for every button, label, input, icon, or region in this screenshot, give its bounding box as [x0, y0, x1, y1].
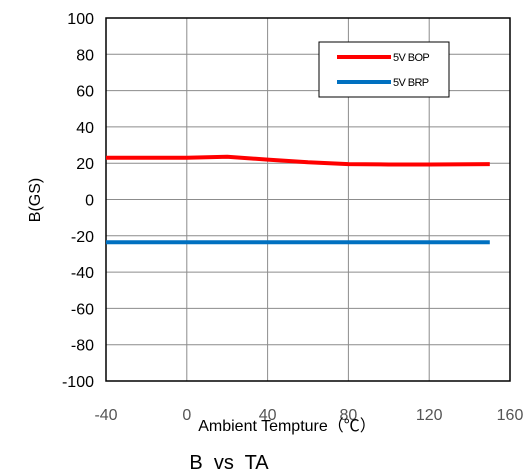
series-line-5v-bop — [106, 154, 490, 167]
y-tick-label-100: 100 — [67, 11, 94, 28]
y-tick-label-40: 40 — [76, 120, 94, 137]
legend-box — [318, 41, 450, 98]
y-tick-label-0: 0 — [85, 193, 94, 210]
x-tick-label-0: 0 — [182, 407, 191, 424]
chart-caption: B vs TA — [189, 452, 269, 474]
x-tick-labels: -40 0 40 80 120 160 — [94, 407, 523, 424]
y-tick-label-neg20: -20 — [71, 229, 94, 246]
y-tick-label-60: 60 — [76, 84, 94, 101]
legend-label-5v-bop: 5V BOP — [393, 52, 429, 64]
series-lines — [106, 154, 490, 245]
x-axis-label: Ambient Tempture（℃） — [198, 417, 376, 435]
y-tick-label-neg100: -100 — [62, 374, 94, 391]
y-tick-label-80: 80 — [76, 47, 94, 64]
legend: 5V BOP 5V BRP — [318, 41, 450, 98]
y-tick-label-neg80: -80 — [71, 338, 94, 355]
x-tick-label-120: 120 — [416, 407, 443, 424]
x-tick-label-80: 80 — [340, 407, 358, 424]
y-tick-labels: 100 80 60 40 20 0 -20 -40 -60 -80 -100 — [62, 11, 94, 391]
x-tick-label-40: 40 — [259, 407, 277, 424]
y-tick-label-neg60: -60 — [71, 301, 94, 318]
y-tick-label-20: 20 — [76, 156, 94, 173]
y-axis-label: B(GS) — [27, 178, 44, 222]
x-tick-label-neg40: -40 — [94, 407, 117, 424]
x-tick-label-160: 160 — [497, 407, 524, 424]
plot-area-frame — [105, 17, 511, 382]
y-tick-label-neg40: -40 — [71, 265, 94, 282]
legend-label-5v-brp: 5V BRP — [393, 77, 429, 89]
